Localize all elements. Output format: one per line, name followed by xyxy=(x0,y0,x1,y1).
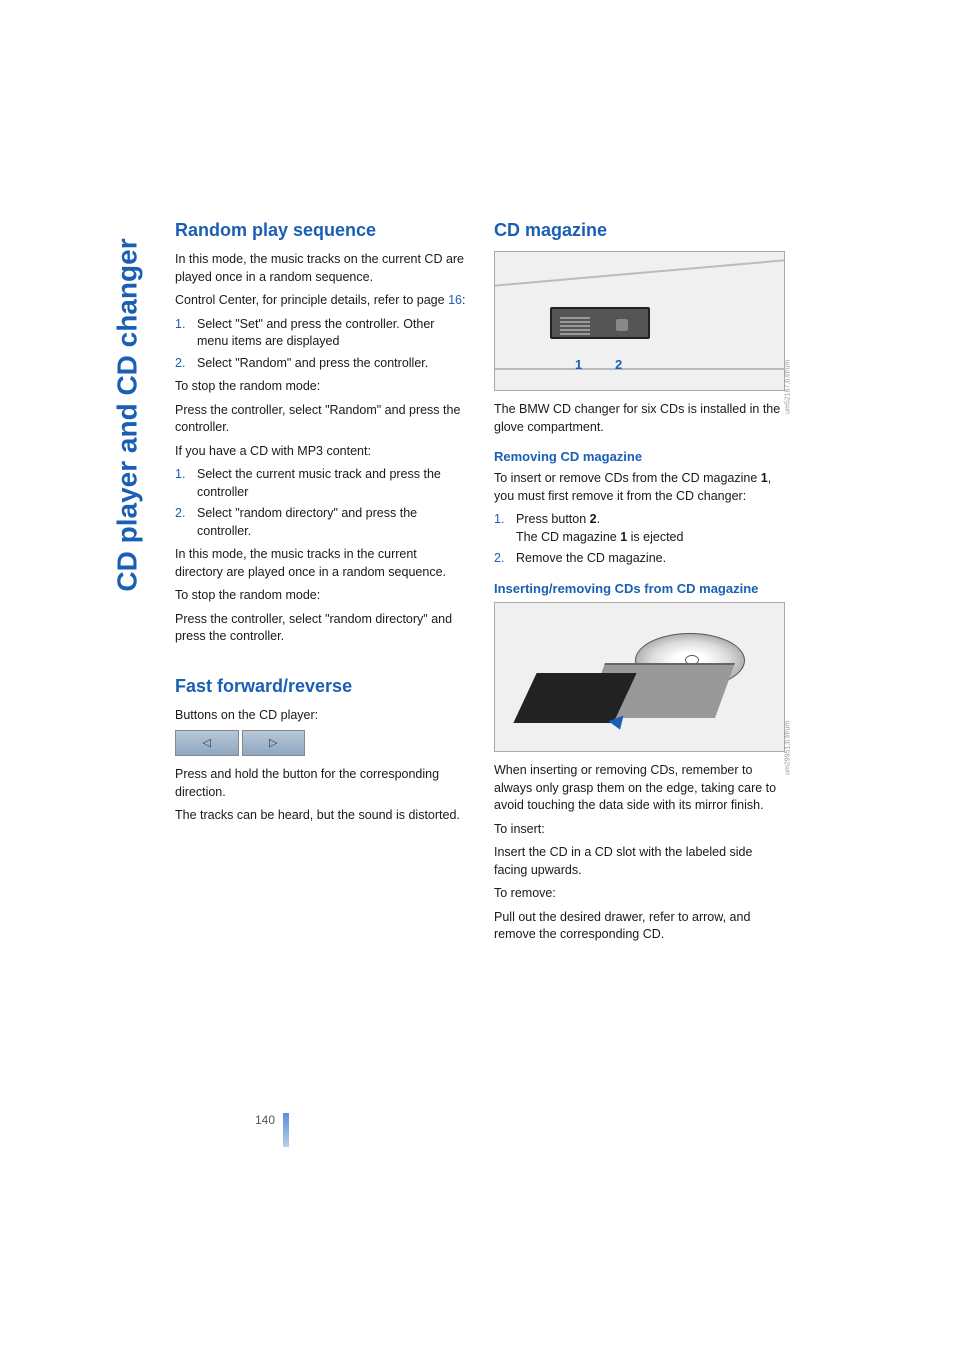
body-text: When inserting or removing CDs, remember… xyxy=(494,762,785,815)
list-item: 1. Press button 2. The CD magazine 1 is … xyxy=(494,511,785,546)
body-text: Press the controller, select "random dir… xyxy=(175,611,466,646)
page-number: 140 xyxy=(255,1113,275,1127)
bold-ref: 2 xyxy=(590,512,597,526)
heading-cd-magazine: CD magazine xyxy=(494,218,785,243)
list-item: 1.Select the current music track and pre… xyxy=(175,466,466,501)
ordered-list: 1.Select "Set" and press the controller.… xyxy=(175,316,466,373)
figure-line xyxy=(495,260,784,287)
right-column: CD magazine 1 2 um52187,b.tif/um The BMW… xyxy=(494,218,785,950)
body-text: To stop the random mode: xyxy=(175,587,466,605)
body-text: To insert: xyxy=(494,821,785,839)
list-number: 2. xyxy=(494,550,516,568)
page-content: Random play sequence In this mode, the m… xyxy=(175,218,785,950)
list-item: 2.Select "random directory" and press th… xyxy=(175,505,466,540)
body-text: In this mode, the music tracks in the cu… xyxy=(175,546,466,581)
list-text: Remove the CD magazine. xyxy=(516,550,666,568)
body-text: Pull out the desired drawer, refer to ar… xyxy=(494,909,785,944)
sidebar-chapter-title: CD player and CD changer xyxy=(112,238,144,591)
figure-callout-1: 1 xyxy=(575,356,582,374)
body-text: To stop the random mode: xyxy=(175,378,466,396)
cd-changer-icon xyxy=(550,307,650,339)
list-item: 2.Remove the CD magazine. xyxy=(494,550,785,568)
body-text: Buttons on the CD player: xyxy=(175,707,466,725)
body-text: The tracks can be heard, but the sound i… xyxy=(175,807,466,825)
list-number: 2. xyxy=(175,505,197,540)
body-text: Control Center, for principle details, r… xyxy=(175,292,466,310)
body-text: In this mode, the music tracks on the cu… xyxy=(175,251,466,286)
figure-watermark: um29951,b.tif/um xyxy=(783,721,793,775)
list-text: Select "random directory" and press the … xyxy=(197,505,466,540)
heading-random-play: Random play sequence xyxy=(175,218,466,243)
sidebar-chapter-tab: CD player and CD changer xyxy=(108,205,148,625)
cd-buttons-figure: ◁ ▷ xyxy=(175,730,305,756)
list-number: 1. xyxy=(494,511,516,546)
body-text: If you have a CD with MP3 content: xyxy=(175,443,466,461)
list-item: 2.Select "Random" and press the controll… xyxy=(175,355,466,373)
rewind-button-icon: ◁ xyxy=(175,730,239,756)
list-item: 1.Select "Set" and press the controller.… xyxy=(175,316,466,351)
body-text: The BMW CD changer for six CDs is instal… xyxy=(494,401,785,436)
body-text: Press the controller, select "Random" an… xyxy=(175,402,466,437)
list-text: Select "Random" and press the controller… xyxy=(197,355,428,373)
ordered-list: 1.Select the current music track and pre… xyxy=(175,466,466,540)
list-text: Select "Set" and press the controller. O… xyxy=(197,316,466,351)
subheading-inserting: Inserting/removing CDs from CD magazine xyxy=(494,580,785,598)
figure-callout-2: 2 xyxy=(615,356,622,374)
list-number: 1. xyxy=(175,316,197,351)
cd-magazine-figure: um29951,b.tif/um xyxy=(494,602,785,752)
body-text: Insert the CD in a CD slot with the labe… xyxy=(494,844,785,879)
page-ref-link[interactable]: 16 xyxy=(448,293,462,307)
subheading-removing: Removing CD magazine xyxy=(494,448,785,466)
heading-fast-forward: Fast forward/reverse xyxy=(175,674,466,699)
figure-watermark: um52187,b.tif/um xyxy=(783,360,793,414)
glove-compartment-figure: 1 2 um52187,b.tif/um xyxy=(494,251,785,391)
ordered-list: 1. Press button 2. The CD magazine 1 is … xyxy=(494,511,785,568)
body-text: To remove: xyxy=(494,885,785,903)
body-text: Press and hold the button for the corres… xyxy=(175,766,466,801)
list-number: 2. xyxy=(175,355,197,373)
body-text: To insert or remove CDs from the CD maga… xyxy=(494,470,785,505)
figure-line xyxy=(495,368,784,370)
forward-button-icon: ▷ xyxy=(242,730,306,756)
page-marker-icon xyxy=(283,1113,289,1147)
left-column: Random play sequence In this mode, the m… xyxy=(175,218,466,950)
list-text: Press button 2. The CD magazine 1 is eje… xyxy=(516,511,683,546)
list-text: Select the current music track and press… xyxy=(197,466,466,501)
bold-ref: 1 xyxy=(761,471,768,485)
list-number: 1. xyxy=(175,466,197,501)
